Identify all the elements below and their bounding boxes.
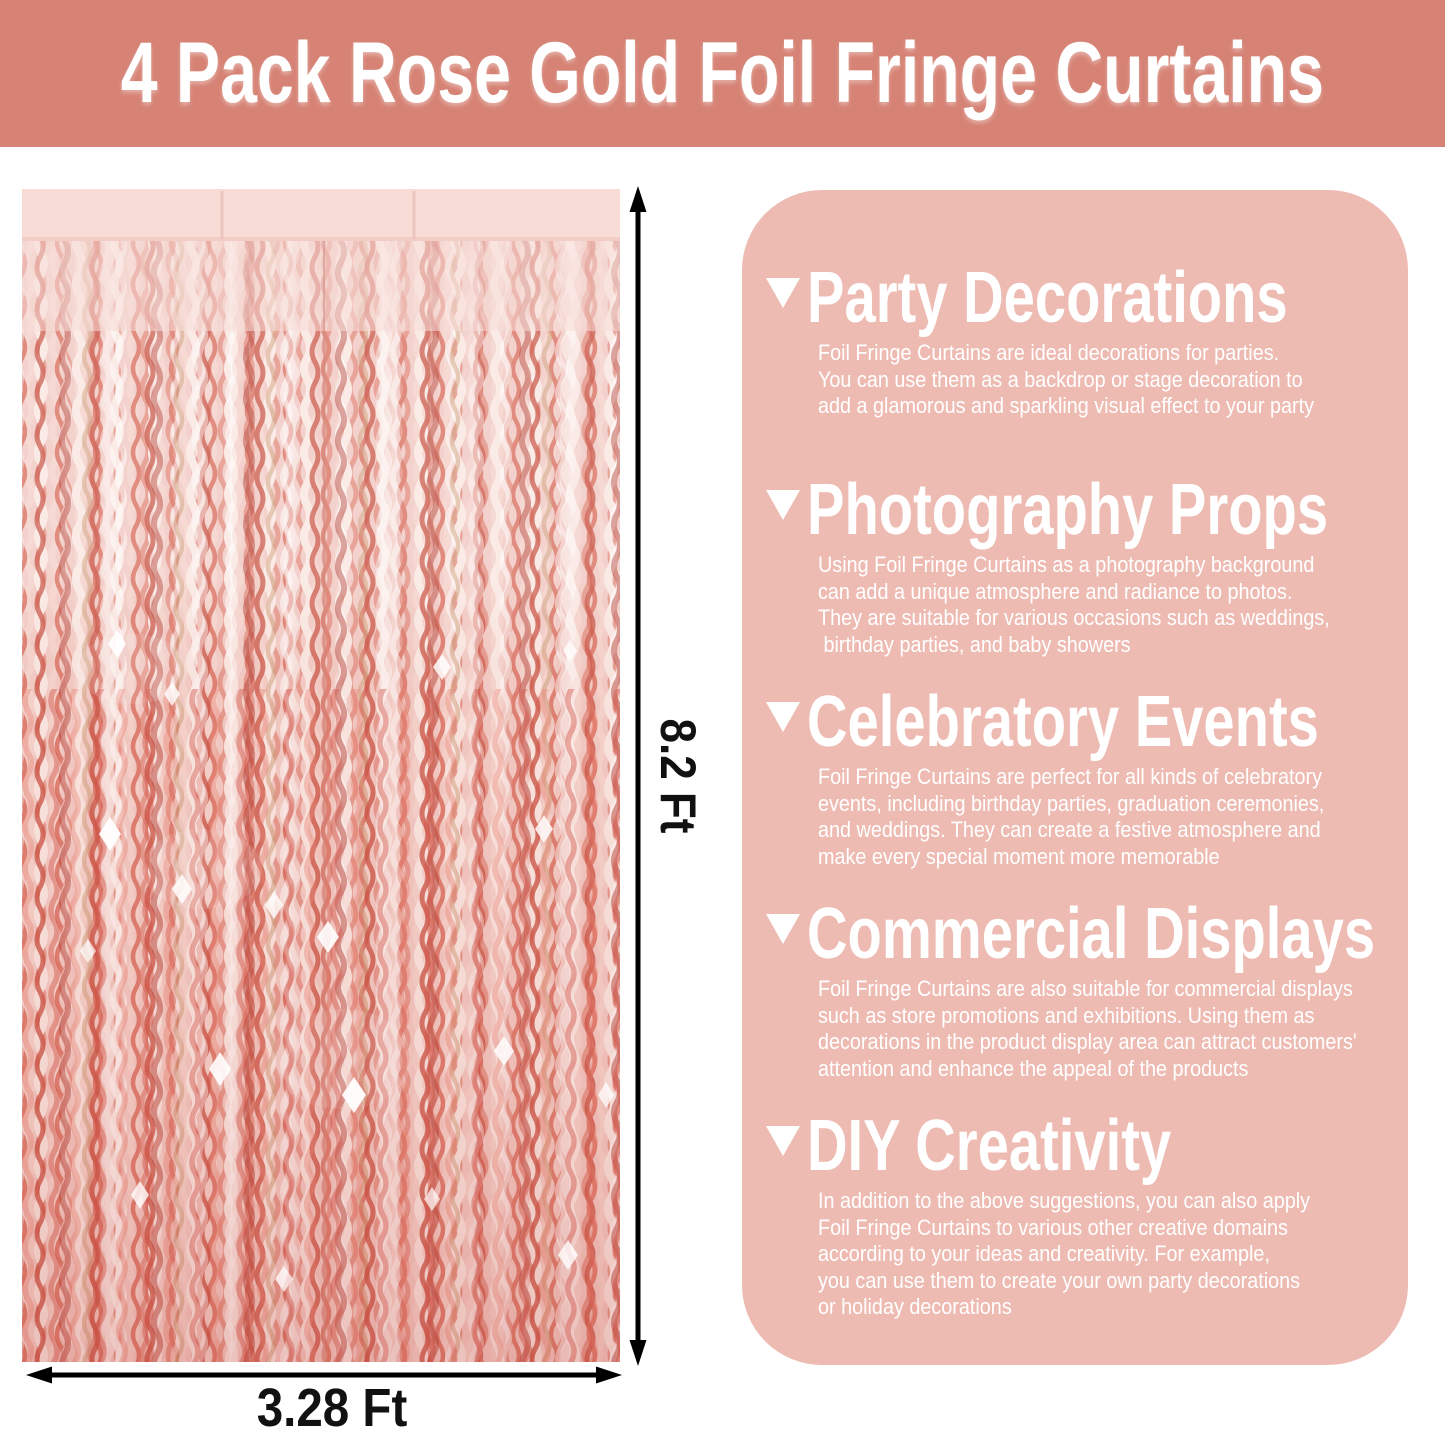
- feature-body-line: Using Foil Fringe Curtains as a photogra…: [818, 552, 1315, 577]
- fringe-curtain-image: [22, 189, 620, 1362]
- feature-heading: Photography Props: [807, 470, 1329, 550]
- triangle-bullet-icon: [766, 490, 800, 520]
- width-label: 3.28 Ft: [256, 1378, 408, 1438]
- feature-section-commercial-displays: Commercial Displays Foil Fringe Curtains…: [766, 898, 1445, 1082]
- feature-body-line: Foil Fringe Curtains to various other cr…: [818, 1214, 1288, 1240]
- feature-body-line: You can use them as a backdrop or stage …: [818, 366, 1303, 392]
- feature-body-line: can add a unique atmosphere and radiance…: [818, 578, 1293, 604]
- height-label: 8.2 Ft: [650, 718, 706, 834]
- feature-heading: Party Decorations: [807, 258, 1288, 338]
- feature-body-line: make every special moment more memorable: [818, 843, 1220, 869]
- feature-body-line: attention and enhance the appeal of the …: [818, 1055, 1249, 1081]
- feature-body-line: decorations in the product display area …: [818, 1029, 1357, 1054]
- title-banner: 4 Pack Rose Gold Foil Fringe Curtains: [0, 0, 1445, 147]
- feature-section-celebratory-events: Celebratory Events Foil Fringe Curtains …: [766, 686, 1445, 870]
- feature-body-line: They are suitable for various occasions …: [818, 605, 1330, 630]
- feature-body: Foil Fringe Curtains are also suitable f…: [818, 976, 1445, 1082]
- width-arrow: [26, 1366, 622, 1384]
- feature-heading: Celebratory Events: [807, 682, 1319, 762]
- feature-body: Foil Fringe Curtains are perfect for all…: [818, 764, 1445, 870]
- page-title: 4 Pack Rose Gold Foil Fringe Curtains: [120, 25, 1325, 121]
- feature-body: In addition to the above suggestions, yo…: [818, 1188, 1377, 1321]
- feature-body-line: or holiday decorations: [818, 1294, 1012, 1319]
- feature-body-line: birthday parties, and baby showers: [818, 631, 1131, 657]
- height-arrow: [629, 186, 647, 1366]
- features-panel: Party Decorations Foil Fringe Curtains a…: [742, 190, 1408, 1365]
- feature-body-line: events, including birthday parties, grad…: [818, 790, 1325, 816]
- triangle-bullet-icon: [766, 914, 800, 944]
- feature-heading: Commercial Displays: [807, 894, 1376, 974]
- feature-body-line: In addition to the above suggestions, yo…: [818, 1188, 1311, 1213]
- feature-body-line: Foil Fringe Curtains are perfect for all…: [818, 764, 1323, 789]
- triangle-bullet-icon: [766, 278, 800, 308]
- feature-body-line: Foil Fringe Curtains are also suitable f…: [818, 976, 1353, 1001]
- feature-body-line: and weddings. They can create a festive …: [818, 817, 1321, 842]
- feature-body-line: you can use them to create your own part…: [818, 1267, 1301, 1293]
- feature-heading: DIY Creativity: [807, 1106, 1172, 1186]
- triangle-bullet-icon: [766, 1126, 800, 1156]
- feature-section-party-decorations: Party Decorations Foil Fringe Curtains a…: [766, 262, 1423, 420]
- feature-body-line: according to your ideas and creativity. …: [818, 1241, 1270, 1266]
- feature-body-line: Foil Fringe Curtains are ideal decoratio…: [818, 340, 1280, 365]
- feature-section-diy-creativity: DIY Creativity In addition to the above …: [766, 1110, 1377, 1321]
- feature-body: Foil Fringe Curtains are ideal decoratio…: [818, 340, 1423, 420]
- triangle-bullet-icon: [766, 702, 800, 732]
- feature-body-line: such as store promotions and exhibitions…: [818, 1002, 1315, 1028]
- feature-body: Using Foil Fringe Curtains as a photogra…: [818, 552, 1445, 658]
- feature-section-photography-props: Photography Props Using Foil Fringe Curt…: [766, 474, 1445, 658]
- feature-body-line: add a glamorous and sparkling visual eff…: [818, 393, 1315, 418]
- product-photo: [22, 189, 620, 1362]
